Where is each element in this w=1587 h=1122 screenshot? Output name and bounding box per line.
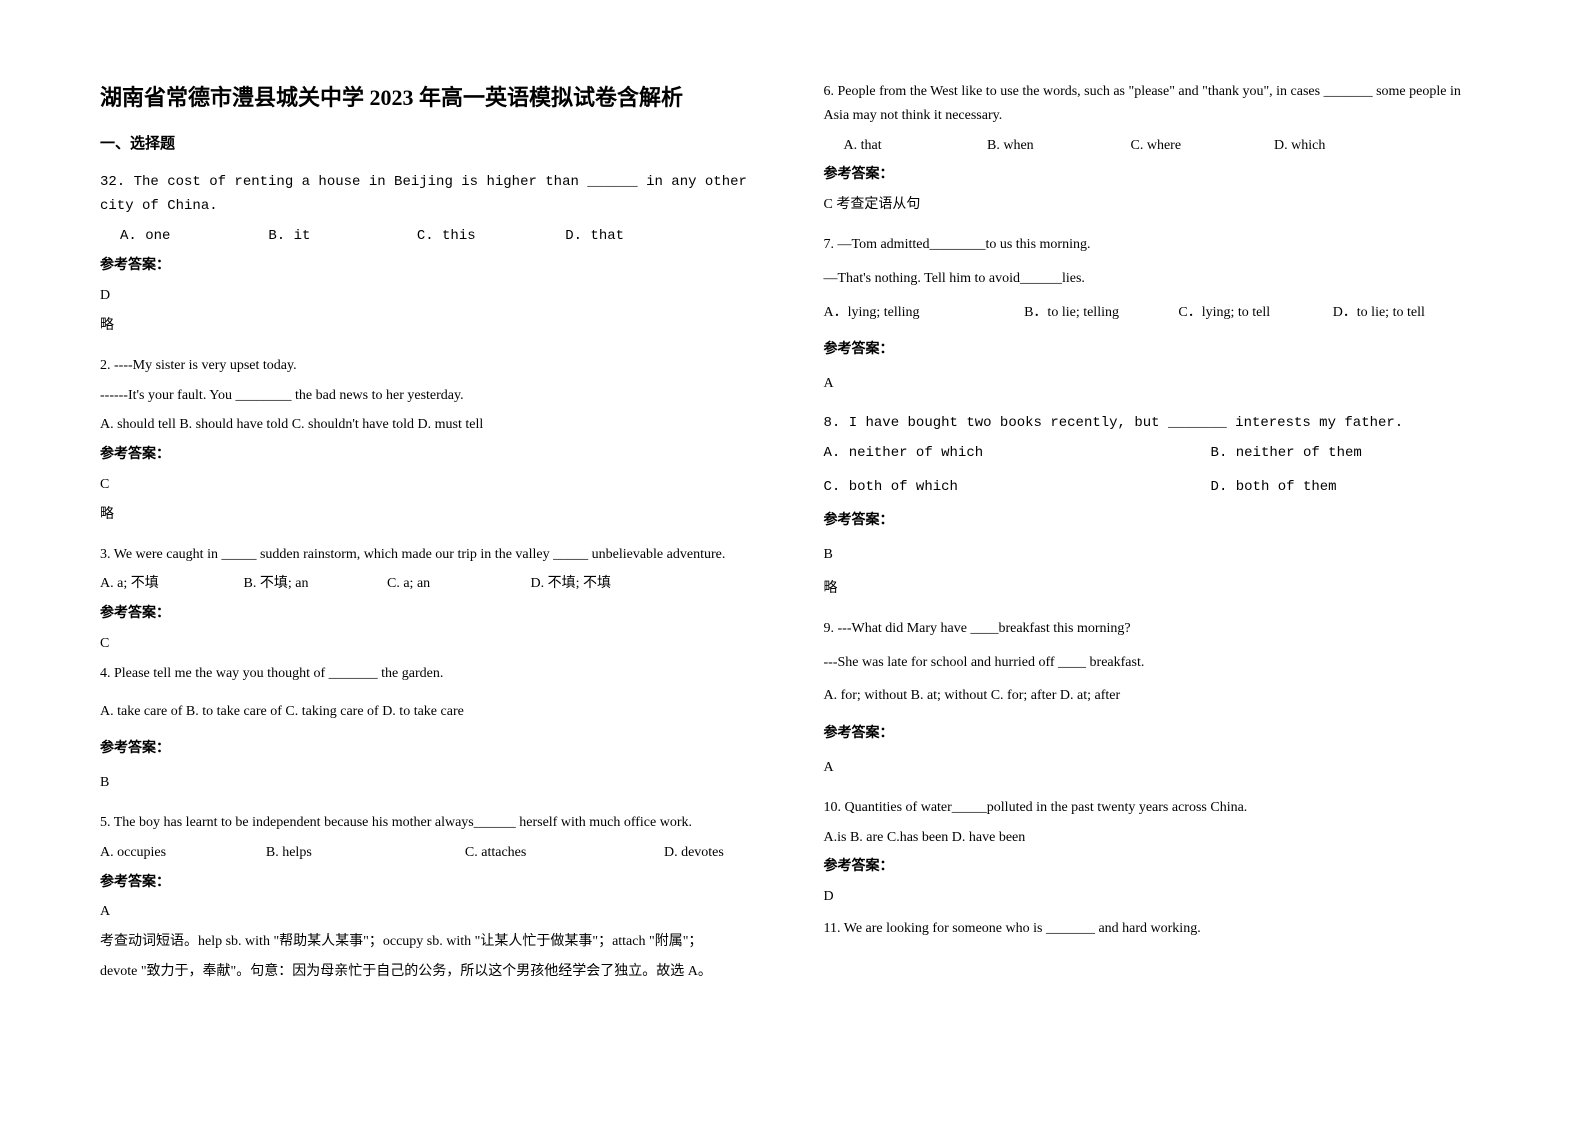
question-11: 11. We are looking for someone who is __… (824, 917, 1488, 941)
question-9: 9. ---What did Mary have ____breakfast t… (824, 617, 1488, 780)
option-a: A. a; 不填 (100, 572, 240, 596)
option-c: C. a; an (387, 572, 527, 596)
question-32: 32. The cost of renting a house in Beiji… (100, 171, 764, 338)
question-text: 11. We are looking for someone who is __… (824, 917, 1488, 941)
question-line2: —That's nothing. Tell him to avoid______… (824, 267, 1488, 291)
option-a: A. that (844, 134, 984, 158)
question-6: 6. People from the West like to use the … (824, 80, 1488, 217)
option-a: A. neither of which (824, 442, 1211, 466)
question-10: 10. Quantities of water_____polluted in … (824, 796, 1488, 909)
options: A.is B. are C.has been D. have been (824, 826, 1488, 850)
answer-value: A (824, 756, 1488, 780)
answer-value: C 考查定语从句 (824, 193, 1488, 217)
question-7: 7. —Tom admitted________to us this morni… (824, 233, 1488, 396)
answer-value: A (824, 372, 1488, 396)
answer-value: C (100, 632, 764, 656)
question-text: 5. The boy has learnt to be independent … (100, 811, 764, 835)
options-row1: A. neither of which B. neither of them (824, 442, 1488, 466)
answer-label: 参考答案： (824, 338, 1488, 362)
question-text: 8. I have bought two books recently, but… (824, 412, 1488, 436)
option-d: D. which (1274, 134, 1414, 158)
options-row2: C. both of which D. both of them (824, 476, 1488, 500)
option-d: D. both of them (1211, 476, 1487, 500)
answer-value: B (100, 771, 764, 795)
question-2: 2. ----My sister is very upset today. --… (100, 354, 764, 527)
options: A. a; 不填 B. 不填; an C. a; an D. 不填; 不填 (100, 572, 764, 596)
answer-value: C (100, 473, 764, 497)
question-3: 3. We were caught in _____ sudden rainst… (100, 543, 764, 656)
explanation: 略 (100, 503, 764, 527)
question-line1: 9. ---What did Mary have ____breakfast t… (824, 617, 1488, 641)
answer-label: 参考答案： (824, 855, 1488, 879)
question-line1: 7. —Tom admitted________to us this morni… (824, 233, 1488, 257)
option-c: C. both of which (824, 476, 1211, 500)
options: A. should tell B. should have told C. sh… (100, 413, 764, 437)
question-text: 4. Please tell me the way you thought of… (100, 662, 764, 686)
options: A. one B. it C. this D. that (100, 225, 764, 249)
question-line2: ---She was late for school and hurried o… (824, 651, 1488, 675)
answer-label: 参考答案： (100, 871, 764, 895)
option-c: C. attaches (465, 841, 664, 865)
explanation-line1: 考查动词短语。help sb. with "帮助某人某事"；occupy sb.… (100, 930, 764, 954)
option-d: D. 不填; 不填 (531, 572, 671, 596)
options: A. take care of B. to take care of C. ta… (100, 700, 764, 724)
question-line2: ------It's your fault. You ________ the … (100, 384, 764, 408)
option-b: B. it (268, 225, 408, 249)
option-c: C. this (417, 225, 557, 249)
answer-label: 参考答案： (100, 254, 764, 278)
question-4: 4. Please tell me the way you thought of… (100, 662, 764, 795)
option-d: D. that (565, 225, 705, 249)
answer-label: 参考答案： (100, 602, 764, 626)
answer-label: 参考答案： (824, 722, 1488, 746)
options: A. for; without B. at; without C. for; a… (824, 684, 1488, 708)
option-a: A．lying; telling (824, 301, 1025, 325)
option-c: C. where (1131, 134, 1271, 158)
option-b: B. helps (266, 841, 465, 865)
answer-label: 参考答案： (824, 163, 1488, 187)
option-a: A. one (120, 225, 260, 249)
question-text: 32. The cost of renting a house in Beiji… (100, 171, 764, 219)
answer-value: D (824, 885, 1488, 909)
options: A. occupies B. helps C. attaches D. devo… (100, 841, 764, 865)
left-column: 湖南省常德市澧县城关中学 2023 年高一英语模拟试卷含解析 一、选择题 32.… (100, 80, 764, 1000)
explanation: 略 (824, 577, 1488, 601)
document-title: 湖南省常德市澧县城关中学 2023 年高一英语模拟试卷含解析 (100, 80, 764, 112)
options: A. that B. when C. where D. which (824, 134, 1488, 158)
section-header: 一、选择题 (100, 132, 764, 153)
question-5: 5. The boy has learnt to be independent … (100, 811, 764, 984)
answer-value: D (100, 284, 764, 308)
explanation-line2: devote "致力于，奉献"。句意：因为母亲忙于自己的公务，所以这个男孩他经学… (100, 960, 764, 984)
question-text: 6. People from the West like to use the … (824, 80, 1488, 128)
question-text: 3. We were caught in _____ sudden rainst… (100, 543, 764, 567)
question-line1: 2. ----My sister is very upset today. (100, 354, 764, 378)
exam-page: 湖南省常德市澧县城关中学 2023 年高一英语模拟试卷含解析 一、选择题 32.… (100, 80, 1487, 1000)
option-a: A. occupies (100, 841, 266, 865)
option-d: D. devotes (664, 841, 764, 865)
answer-value: B (824, 543, 1488, 567)
option-c: C．lying; to tell (1178, 301, 1332, 325)
option-b: B. when (987, 134, 1127, 158)
question-8: 8. I have bought two books recently, but… (824, 412, 1488, 601)
answer-label: 参考答案： (100, 737, 764, 761)
options: A．lying; telling B．to lie; telling C．lyi… (824, 301, 1488, 325)
right-column: 6. People from the West like to use the … (824, 80, 1488, 1000)
option-b: B. neither of them (1211, 442, 1487, 466)
answer-label: 参考答案： (100, 443, 764, 467)
option-b: B. 不填; an (244, 572, 384, 596)
answer-label: 参考答案： (824, 509, 1488, 533)
answer-value: A (100, 900, 764, 924)
question-text: 10. Quantities of water_____polluted in … (824, 796, 1488, 820)
option-b: B．to lie; telling (1024, 301, 1178, 325)
option-d: D．to lie; to tell (1333, 301, 1487, 325)
explanation: 略 (100, 314, 764, 338)
